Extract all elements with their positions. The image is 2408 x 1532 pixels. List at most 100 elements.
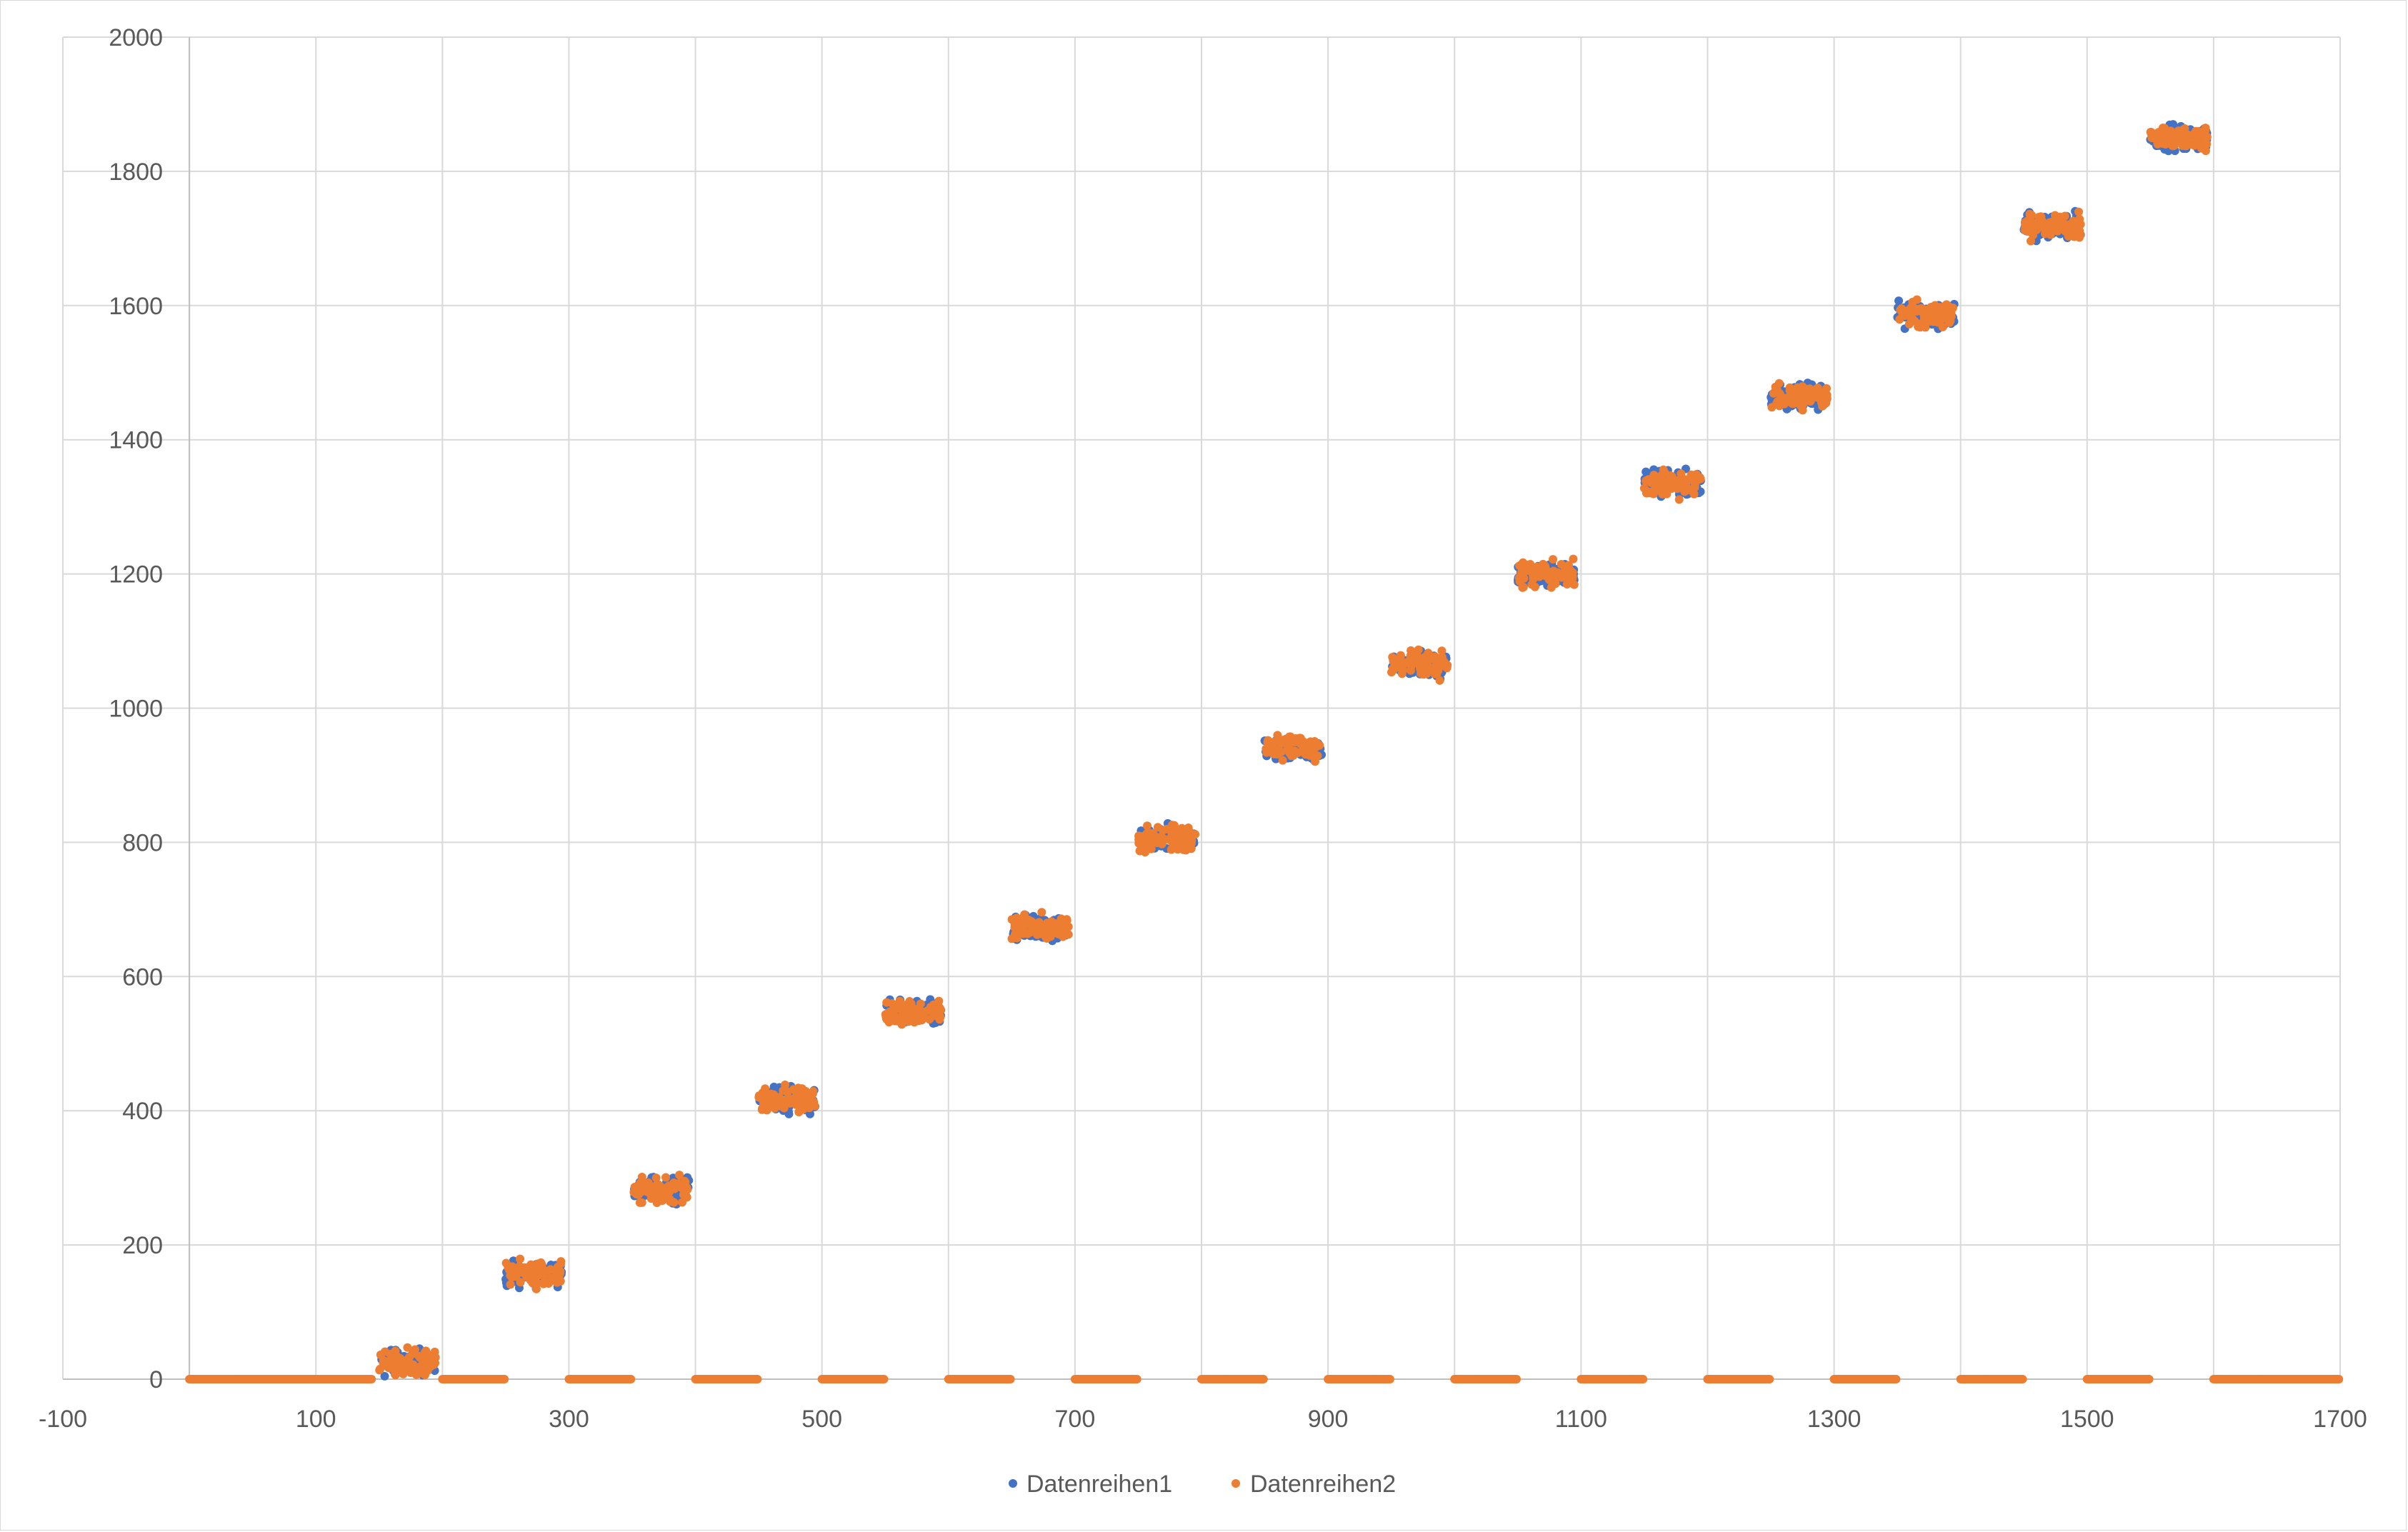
y-tick-label: 1400 xyxy=(109,427,163,454)
data-point-datenreihen2 xyxy=(408,1349,417,1358)
data-point-datenreihen2 xyxy=(1549,555,1558,564)
y-tick-label: 1600 xyxy=(109,293,163,320)
data-point-datenreihen2 xyxy=(2033,223,2042,232)
data-point-datenreihen2 xyxy=(908,1010,917,1019)
data-point-datenreihen2 xyxy=(1191,830,1200,839)
data-point-datenreihen2 xyxy=(1064,930,1073,939)
data-point-datenreihen2 xyxy=(794,1108,804,1117)
data-point-datenreihen2 xyxy=(1134,838,1144,848)
data-point-datenreihen2 xyxy=(934,1012,944,1021)
data-point-datenreihen2 xyxy=(522,1273,531,1282)
data-point-datenreihen2 xyxy=(1811,385,1820,394)
data-point-datenreihen2 xyxy=(393,1356,402,1366)
data-point-datenreihen2 xyxy=(1132,1375,1141,1383)
data-point-datenreihen2 xyxy=(375,1366,384,1375)
data-point-datenreihen2 xyxy=(809,1101,818,1110)
data-point-datenreihen2 xyxy=(384,1356,394,1366)
data-point-datenreihen2 xyxy=(540,1277,549,1286)
data-point-datenreihen2 xyxy=(644,1178,653,1188)
data-point-datenreihen2 xyxy=(556,1276,565,1286)
data-point-datenreihen2 xyxy=(1661,481,1670,490)
data-point-datenreihen2 xyxy=(1427,654,1436,664)
data-point-datenreihen2 xyxy=(1802,384,1812,394)
data-point-datenreihen2 xyxy=(2059,223,2069,232)
data-point-datenreihen2 xyxy=(1272,746,1281,755)
data-point-datenreihen2 xyxy=(1435,658,1444,667)
data-point-datenreihen2 xyxy=(661,1194,670,1203)
data-point-datenreihen2 xyxy=(758,1088,767,1097)
data-point-datenreihen2 xyxy=(1036,929,1046,938)
data-point-datenreihen2 xyxy=(2154,130,2163,139)
legend-marker-datenreihen2 xyxy=(1232,1479,1240,1488)
data-point-datenreihen2 xyxy=(2201,124,2210,133)
data-point-datenreihen2 xyxy=(1674,495,1684,504)
data-point-datenreihen2 xyxy=(1892,1375,1901,1383)
data-point-datenreihen2 xyxy=(925,1015,934,1024)
x-tick-label: 1100 xyxy=(1555,1406,1607,1433)
data-point-datenreihen2 xyxy=(1793,383,1802,392)
data-point-datenreihen2 xyxy=(2200,137,2209,146)
data-point-datenreihen2 xyxy=(1286,745,1295,754)
data-point-datenreihen2 xyxy=(1414,645,1423,654)
y-tick-label: 800 xyxy=(122,829,163,856)
data-point-datenreihen2 xyxy=(511,1272,521,1281)
data-point-datenreihen2 xyxy=(1412,656,1422,666)
data-point-datenreihen2 xyxy=(2334,1375,2344,1383)
data-point-datenreihen2 xyxy=(1283,739,1292,748)
data-point-datenreihen2 xyxy=(1774,379,1784,388)
data-point-datenreihen2 xyxy=(1153,823,1162,832)
data-point-datenreihen2 xyxy=(1519,558,1528,567)
data-point-datenreihen2 xyxy=(1776,390,1785,399)
data-point-datenreihen2 xyxy=(626,1375,636,1383)
data-point-datenreihen2 xyxy=(1310,737,1319,746)
data-point-datenreihen2 xyxy=(1689,489,1699,499)
data-point-datenreihen2 xyxy=(391,1346,400,1356)
y-tick-label: 1200 xyxy=(109,561,163,589)
data-point-datenreihen2 xyxy=(1517,568,1526,577)
data-point-datenreihen2 xyxy=(1164,835,1174,844)
data-point-datenreihen2 xyxy=(1169,841,1179,850)
data-point-datenreihen2 xyxy=(1054,929,1063,938)
data-point-datenreihen2 xyxy=(515,1262,524,1271)
data-point-datenreihen2 xyxy=(1435,676,1444,685)
data-point-datenreihen2 xyxy=(403,1343,412,1352)
data-point-datenreihen2 xyxy=(936,1006,945,1015)
data-point-datenreihen2 xyxy=(1391,659,1400,668)
data-point-datenreihen2 xyxy=(1184,823,1193,832)
data-point-datenreihen2 xyxy=(1020,910,1029,919)
data-point-datenreihen1 xyxy=(1894,296,1904,306)
data-point-datenreihen2 xyxy=(1407,646,1416,655)
data-point-datenreihen2 xyxy=(1769,389,1778,398)
data-point-datenreihen2 xyxy=(2026,225,2035,234)
data-point-datenreihen2 xyxy=(1134,831,1144,841)
data-point-datenreihen2 xyxy=(1767,403,1777,412)
data-point-datenreihen2 xyxy=(1564,561,1573,570)
data-point-datenreihen2 xyxy=(1298,740,1307,749)
data-point-datenreihen2 xyxy=(661,1173,671,1182)
data-point-datenreihen2 xyxy=(926,1003,935,1012)
data-point-datenreihen2 xyxy=(530,1273,539,1282)
data-point-datenreihen2 xyxy=(1658,489,1667,499)
gridlines xyxy=(62,36,2341,1380)
data-point-datenreihen2 xyxy=(2191,134,2200,144)
data-point-datenreihen2 xyxy=(1021,920,1030,929)
data-point-datenreihen2 xyxy=(789,1085,798,1094)
data-point-datenreihen2 xyxy=(784,1097,793,1106)
data-point-datenreihen2 xyxy=(771,1101,781,1110)
x-tick-label: 900 xyxy=(1308,1406,1349,1433)
data-point-datenreihen2 xyxy=(1037,908,1046,917)
data-point-datenreihen2 xyxy=(1397,669,1407,679)
data-point-datenreihen2 xyxy=(1512,1375,1522,1383)
data-point-datenreihen2 xyxy=(1273,731,1282,740)
data-point-datenreihen2 xyxy=(906,999,916,1008)
data-point-datenreihen2 xyxy=(910,1018,919,1027)
data-point-datenreihen2 xyxy=(403,1363,412,1373)
data-point-datenreihen2 xyxy=(2181,134,2190,144)
data-point-datenreihen2 xyxy=(1278,756,1287,765)
data-point-datenreihen2 xyxy=(537,1266,546,1276)
x-tick-label: 1500 xyxy=(2060,1406,2114,1433)
data-point-datenreihen2 xyxy=(2167,129,2176,138)
data-point-datenreihen2 xyxy=(779,1103,789,1113)
data-point-datenreihen2 xyxy=(1920,305,1929,314)
